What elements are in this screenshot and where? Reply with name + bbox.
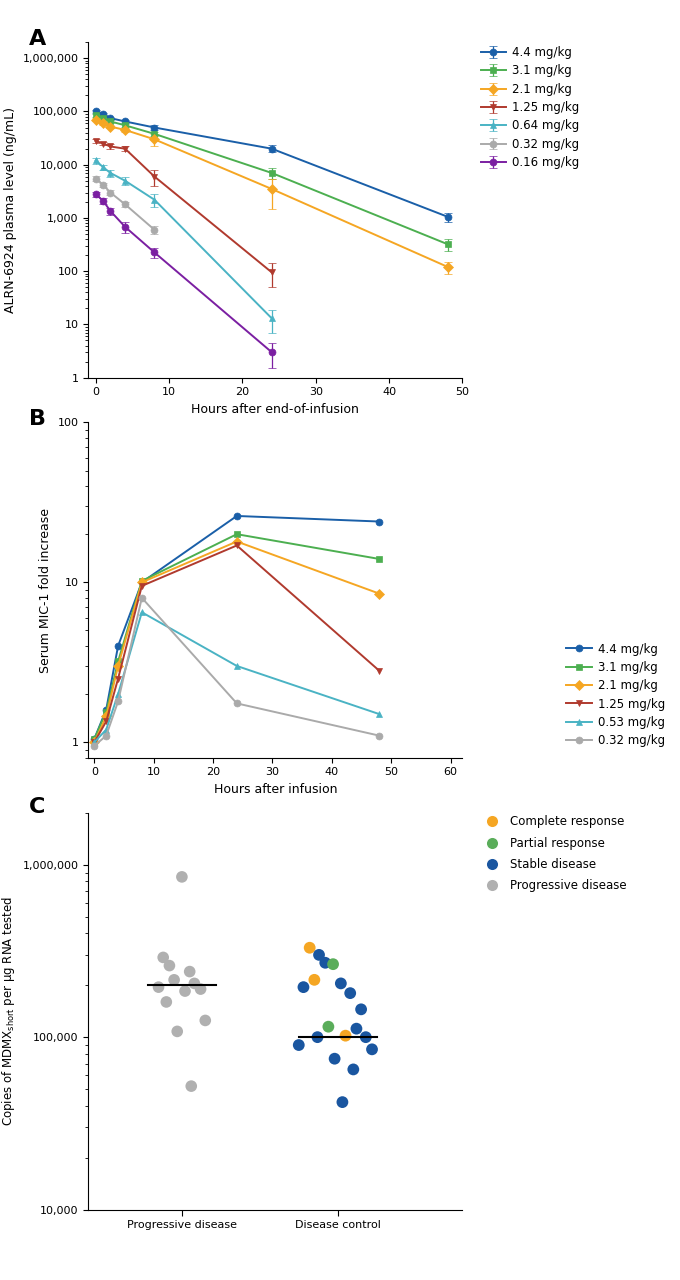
- 0.53 mg/kg: [90, 735, 99, 750]
- 4.4 mg/kg: [138, 575, 146, 590]
- Point: [161, 992, 172, 1012]
- 2.1 mg/kg: [138, 575, 146, 590]
- 1.25 mg/kg: [102, 714, 110, 730]
- Point: [345, 983, 356, 1004]
- Point: [320, 952, 330, 973]
- 2.1 mg/kg: [233, 534, 241, 549]
- Point: [186, 1076, 197, 1097]
- Point: [329, 1048, 340, 1069]
- Point: [298, 977, 309, 997]
- Y-axis label: Copies of MDMX$_\mathregular{short}$ per μg RNA tested: Copies of MDMX$_\mathregular{short}$ per…: [0, 896, 17, 1126]
- 2.1 mg/kg: [90, 735, 99, 750]
- Point: [328, 954, 339, 974]
- Point: [360, 1027, 371, 1047]
- Line: 2.1 mg/kg: 2.1 mg/kg: [91, 538, 383, 746]
- Point: [158, 947, 169, 968]
- Point: [309, 969, 320, 989]
- Line: 4.4 mg/kg: 4.4 mg/kg: [91, 512, 383, 742]
- 3.1 mg/kg: [90, 731, 99, 746]
- 4.4 mg/kg: [375, 513, 384, 529]
- Point: [180, 980, 190, 1001]
- 1.25 mg/kg: [90, 735, 99, 750]
- X-axis label: Hours after infusion: Hours after infusion: [214, 783, 337, 796]
- Point: [172, 1021, 183, 1042]
- Point: [177, 867, 188, 887]
- Point: [153, 977, 164, 997]
- 0.53 mg/kg: [114, 686, 122, 701]
- Point: [200, 1010, 211, 1030]
- 3.1 mg/kg: [138, 573, 146, 589]
- Text: B: B: [29, 410, 46, 429]
- 0.32 mg/kg: [375, 728, 384, 744]
- 0.32 mg/kg: [102, 728, 110, 744]
- 1.25 mg/kg: [138, 579, 146, 594]
- 2.1 mg/kg: [375, 586, 384, 602]
- 3.1 mg/kg: [114, 654, 122, 669]
- 4.4 mg/kg: [233, 508, 241, 524]
- Legend: Complete response, Partial response, Stable disease, Progressive disease: Complete response, Partial response, Sta…: [476, 810, 631, 897]
- Line: 3.1 mg/kg: 3.1 mg/kg: [91, 531, 383, 742]
- Point: [340, 1025, 351, 1046]
- 4.4 mg/kg: [102, 701, 110, 717]
- Point: [184, 961, 195, 982]
- Point: [293, 1034, 304, 1055]
- 0.32 mg/kg: [90, 739, 99, 754]
- Line: 0.32 mg/kg: 0.32 mg/kg: [91, 594, 383, 749]
- Text: C: C: [29, 797, 45, 817]
- Y-axis label: ALRN-6924 plasma level (ng/mL): ALRN-6924 plasma level (ng/mL): [4, 108, 17, 312]
- Point: [189, 973, 200, 993]
- 0.53 mg/kg: [138, 604, 146, 620]
- 1.25 mg/kg: [114, 671, 122, 686]
- 3.1 mg/kg: [102, 704, 110, 719]
- Point: [164, 955, 175, 975]
- Text: A: A: [29, 29, 46, 49]
- X-axis label: Hours after end-of-infusion: Hours after end-of-infusion: [192, 403, 359, 416]
- 0.32 mg/kg: [138, 590, 146, 605]
- 3.1 mg/kg: [233, 526, 241, 541]
- Point: [313, 945, 324, 965]
- Line: 1.25 mg/kg: 1.25 mg/kg: [91, 541, 383, 746]
- Point: [337, 1092, 348, 1112]
- 0.53 mg/kg: [102, 722, 110, 737]
- Point: [312, 1027, 323, 1047]
- 0.53 mg/kg: [233, 658, 241, 673]
- 1.25 mg/kg: [375, 663, 384, 678]
- 0.32 mg/kg: [233, 696, 241, 712]
- 0.53 mg/kg: [375, 707, 384, 722]
- Point: [304, 937, 315, 957]
- 2.1 mg/kg: [114, 658, 122, 673]
- Point: [335, 973, 346, 993]
- Point: [356, 1000, 367, 1020]
- 0.32 mg/kg: [114, 694, 122, 709]
- Point: [195, 979, 206, 1000]
- 3.1 mg/kg: [375, 552, 384, 567]
- Point: [323, 1016, 334, 1037]
- 2.1 mg/kg: [102, 709, 110, 724]
- Point: [351, 1019, 362, 1039]
- 4.4 mg/kg: [114, 639, 122, 654]
- Point: [367, 1039, 377, 1060]
- Point: [169, 969, 180, 989]
- Y-axis label: Serum MIC-1 fold increase: Serum MIC-1 fold increase: [39, 508, 52, 672]
- 4.4 mg/kg: [90, 731, 99, 746]
- 1.25 mg/kg: [233, 538, 241, 553]
- Line: 0.53 mg/kg: 0.53 mg/kg: [91, 609, 383, 746]
- Legend: 4.4 mg/kg, 3.1 mg/kg, 2.1 mg/kg, 1.25 mg/kg, 0.53 mg/kg, 0.32 mg/kg: 4.4 mg/kg, 3.1 mg/kg, 2.1 mg/kg, 1.25 mg…: [561, 637, 670, 751]
- Point: [348, 1059, 359, 1079]
- Legend: 4.4 mg/kg, 3.1 mg/kg, 2.1 mg/kg, 1.25 mg/kg, 0.64 mg/kg, 0.32 mg/kg, 0.16 mg/kg: 4.4 mg/kg, 3.1 mg/kg, 2.1 mg/kg, 1.25 mg…: [476, 41, 584, 174]
